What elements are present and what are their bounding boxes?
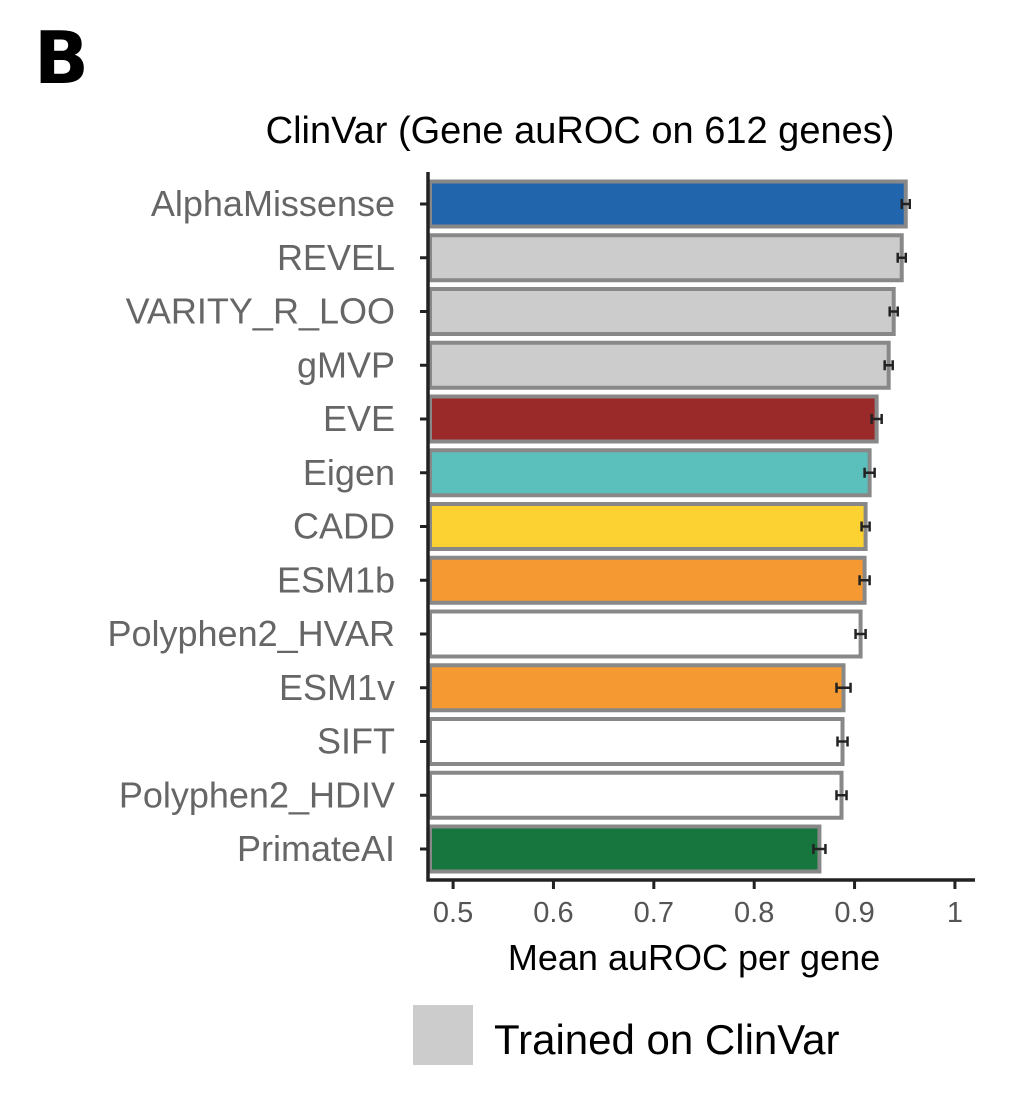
x-axis: 0.5 0.6 0.7 0.8 0.9 1 [426, 878, 975, 929]
error-bar-eve [870, 414, 883, 424]
category-label: ESM1b [277, 559, 395, 600]
category-label: AlphaMissense [151, 183, 395, 224]
panel-label: B [34, 16, 89, 100]
bar-sift [428, 717, 845, 766]
x-tick-label: 0.7 [634, 897, 674, 929]
error-bar-polyphen2-hvar [854, 629, 867, 639]
category-label: REVEL [277, 237, 395, 278]
category-label: PrimateAI [237, 828, 395, 869]
category-label: Eigen [303, 452, 395, 493]
y-axis: AlphaMissense REVEL VARITY_R_LOO gMVP EVE Eig… [107, 172, 430, 882]
bar-esm1b [428, 555, 867, 605]
error-bar-alphamissense [900, 199, 912, 209]
category-label: gMVP [297, 344, 395, 385]
x-tick-label: 0.6 [533, 897, 573, 929]
x-tick-label: 1 [947, 897, 963, 929]
error-bar-esm1b [858, 575, 871, 586]
category-label: VARITY_R_LOO [126, 291, 395, 332]
category-label: Polyphen2_HDIV [119, 774, 395, 815]
bar-eigen [428, 448, 872, 498]
error-bar-revel [896, 252, 907, 263]
category-label: EVE [323, 398, 395, 439]
category-label: CADD [293, 506, 395, 547]
bar-revel [428, 233, 904, 283]
bar-varity-r-loo [428, 287, 896, 336]
error-bar-gmvp [883, 360, 894, 371]
bar-polyphen2-hvar [428, 609, 863, 659]
bar-primateai [428, 824, 822, 874]
category-label: ESM1v [279, 667, 395, 708]
bar-gmvp [428, 340, 891, 390]
bar-eve [428, 394, 879, 444]
error-bar-esm1v [835, 682, 852, 693]
error-bar-varity-r-loo [888, 306, 899, 317]
error-bar-primateai [812, 844, 827, 854]
bar-polyphen2-hdiv [428, 770, 844, 820]
legend: Trained on ClinVar [413, 1005, 840, 1065]
error-bar-cadd [860, 521, 871, 532]
category-label: Polyphen2_HVAR [107, 613, 395, 654]
bars-group [428, 179, 912, 874]
legend-swatch [413, 1005, 473, 1065]
bar-esm1v [428, 663, 846, 713]
error-bar-sift [836, 736, 849, 747]
x-axis-label: Mean auROC per gene [508, 937, 880, 978]
bar-cadd [428, 502, 868, 551]
chart-title: ClinVar (Gene auROC on 612 genes) [266, 110, 895, 152]
x-tick-label: 0.5 [433, 897, 473, 929]
category-label: SIFT [317, 721, 395, 762]
bar-alphamissense [428, 179, 908, 229]
error-bar-eigen [863, 467, 876, 478]
x-tick-label: 0.8 [734, 897, 774, 929]
legend-label: Trained on ClinVar [494, 1016, 840, 1063]
x-tick-label: 0.9 [834, 897, 874, 929]
error-bar-polyphen2-hdiv [835, 790, 848, 801]
